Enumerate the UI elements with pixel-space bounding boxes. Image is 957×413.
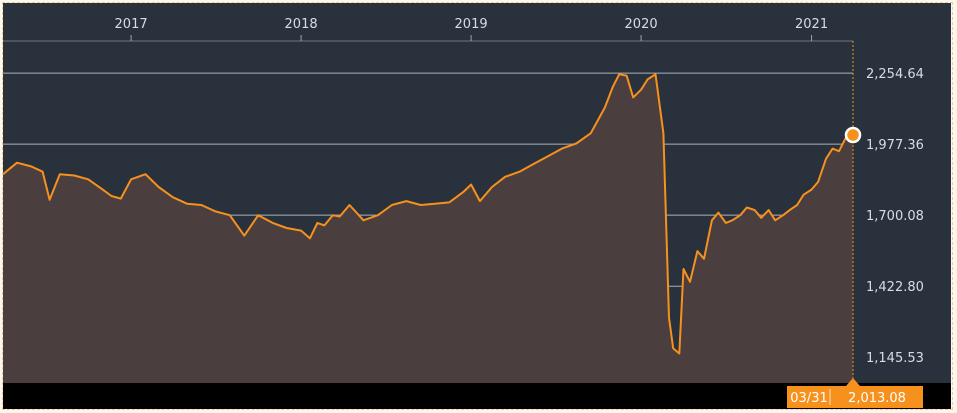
series-area xyxy=(3,74,853,384)
last-point-marker xyxy=(844,126,862,144)
x-tick-label: 2018 xyxy=(285,17,318,32)
area-fill-layer xyxy=(3,74,853,384)
y-tick-label: 2,254.64 xyxy=(866,67,924,82)
readout-date: 03/31 xyxy=(790,391,827,406)
readout-pointer xyxy=(846,378,860,386)
y-tick-label: 1,700.08 xyxy=(866,209,924,224)
series-line-layer xyxy=(3,73,854,355)
y-tick-label: 1,977.36 xyxy=(866,138,924,153)
y-tick-label: 1,145.53 xyxy=(866,351,924,366)
x-tick-label: 2017 xyxy=(115,17,148,32)
x-tick-label: 2021 xyxy=(795,17,828,32)
x-tick-label: 2020 xyxy=(625,17,658,32)
series-line xyxy=(3,73,854,355)
x-axis-ticks: 2017 2018 2019 2020 2021 xyxy=(115,17,828,41)
end-value-readout: 03/31 2,013.08 xyxy=(787,378,923,408)
marker-layer xyxy=(844,41,862,383)
y-tick-label: 1,422.80 xyxy=(866,280,924,295)
readout-box xyxy=(787,386,923,408)
readout-value: 2,013.08 xyxy=(848,391,906,406)
line-chart[interactable]: 2017 2018 2019 2020 2021 1,145.53 1,422.80 1,7… xyxy=(3,3,951,409)
x-tick-label: 2019 xyxy=(455,17,488,32)
y-axis-ticks: 1,145.53 1,422.80 1,700.08 1,977.36 2,254.64 xyxy=(866,67,924,366)
